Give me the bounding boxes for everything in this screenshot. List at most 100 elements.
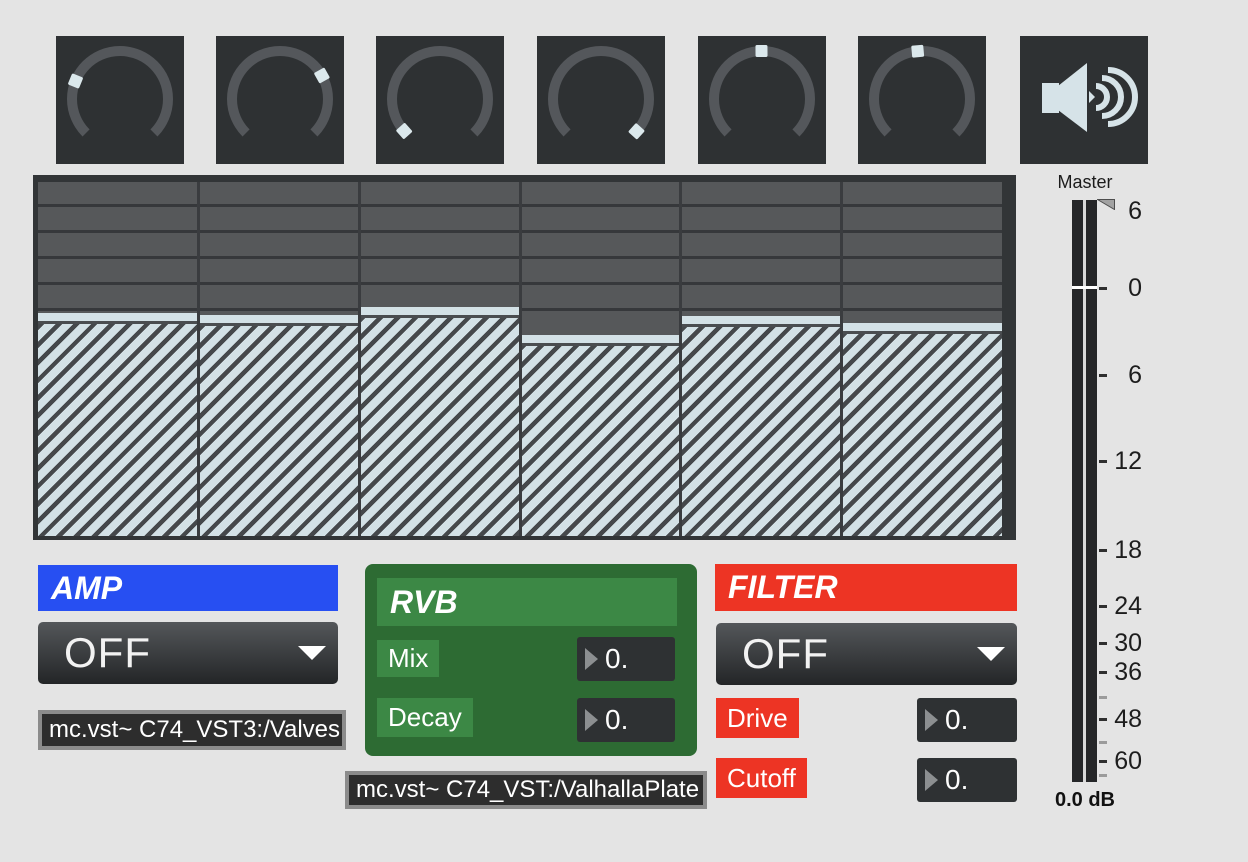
db-tick bbox=[1099, 671, 1107, 674]
db-tick bbox=[1099, 774, 1107, 777]
rvb-mix-numberbox[interactable]: 0. bbox=[577, 637, 675, 681]
multislider[interactable] bbox=[33, 175, 1016, 540]
multislider-divider bbox=[679, 182, 683, 536]
bar-hatch-fill bbox=[359, 318, 520, 536]
db-tick-label: 6 bbox=[1128, 361, 1142, 389]
db-tick-label: 48 bbox=[1114, 705, 1142, 733]
gain-knob-4[interactable] bbox=[537, 36, 665, 164]
bar-cap bbox=[680, 316, 842, 324]
rvb-mix-label: Mix bbox=[377, 640, 440, 677]
db-tick bbox=[1099, 605, 1107, 608]
chevron-down-icon bbox=[977, 647, 1005, 661]
bar-cap-line bbox=[680, 324, 842, 327]
multislider-track-area[interactable] bbox=[38, 182, 1002, 536]
bar-cap bbox=[38, 313, 199, 321]
master-db-readout: 0.0 dB bbox=[1054, 789, 1116, 811]
dial-icon bbox=[227, 46, 333, 137]
db-tick bbox=[1099, 287, 1107, 290]
gain-knob-5[interactable] bbox=[698, 36, 826, 164]
filter-dropdown-value: OFF bbox=[742, 630, 829, 677]
db-tick bbox=[1099, 460, 1107, 463]
amp-dropdown-value: OFF bbox=[64, 629, 151, 676]
filter-drive-label: Drive bbox=[716, 698, 799, 738]
db-tick-label: 60 bbox=[1114, 747, 1142, 775]
bar-cap bbox=[841, 323, 1002, 331]
db-tick-label: 6 bbox=[1128, 197, 1142, 225]
dial-icon bbox=[548, 46, 654, 140]
meter-bar-left bbox=[1072, 200, 1083, 782]
amp-preset-dropdown[interactable]: OFF bbox=[38, 622, 338, 684]
rvb-header: RVB bbox=[377, 578, 677, 626]
gain-knob-2[interactable] bbox=[216, 36, 344, 164]
db-tick-label: 24 bbox=[1114, 592, 1142, 620]
db-tick bbox=[1099, 642, 1107, 645]
multislider-divider bbox=[839, 182, 843, 536]
bar-hatch-fill bbox=[841, 334, 1002, 536]
dial-icon bbox=[709, 44, 815, 137]
gain-fader-handle[interactable] bbox=[1095, 197, 1115, 215]
bar-cap-line bbox=[520, 343, 681, 346]
amp-title: AMP bbox=[51, 569, 123, 606]
bar-cap bbox=[198, 315, 360, 323]
numberbox-triangle-icon bbox=[925, 709, 938, 731]
speaker-icon bbox=[1042, 63, 1138, 132]
rvb-decay-label: Decay bbox=[377, 698, 473, 737]
bar-cap-line bbox=[359, 315, 520, 318]
master-label: Master bbox=[1057, 172, 1113, 192]
meter-gap bbox=[1083, 200, 1086, 782]
numberbox-triangle-icon bbox=[585, 709, 598, 731]
filter-preset-dropdown[interactable]: OFF bbox=[716, 623, 1017, 685]
multislider-bar-5[interactable] bbox=[680, 316, 842, 536]
filter-header: FILTER bbox=[715, 564, 1017, 611]
db-tick bbox=[1099, 549, 1107, 552]
bar-hatch-fill bbox=[198, 326, 360, 536]
multislider-divider bbox=[357, 182, 361, 536]
gain-fader-line[interactable] bbox=[1072, 286, 1097, 289]
gain-knob-3[interactable] bbox=[376, 36, 504, 164]
chevron-down-icon bbox=[298, 646, 326, 660]
db-tick bbox=[1099, 374, 1107, 377]
amp-vst-object[interactable]: mc.vst~ C74_VST3:/Valves bbox=[38, 710, 346, 750]
db-tick-label: 18 bbox=[1114, 536, 1142, 564]
filter-cutoff-label: Cutoff bbox=[716, 758, 807, 798]
dial-icon bbox=[387, 46, 493, 139]
bar-cap-line bbox=[841, 331, 1002, 334]
numberbox-triangle-icon bbox=[585, 648, 598, 670]
multislider-bar-3[interactable] bbox=[359, 307, 520, 536]
rvb-title: RVB bbox=[390, 583, 458, 620]
db-tick bbox=[1099, 696, 1107, 699]
multislider-bar-6[interactable] bbox=[841, 323, 1002, 536]
meter-bar-right bbox=[1086, 200, 1097, 782]
rvb-decay-numberbox[interactable]: 0. bbox=[577, 698, 675, 742]
filter-title: FILTER bbox=[728, 569, 838, 605]
filter-cutoff-value: 0. bbox=[945, 764, 969, 795]
db-tick-label: 12 bbox=[1114, 447, 1142, 475]
db-tick bbox=[1099, 741, 1107, 744]
db-tick-label: 30 bbox=[1114, 629, 1142, 657]
multislider-divider bbox=[518, 182, 522, 536]
db-tick-label: 36 bbox=[1114, 658, 1142, 686]
filter-drive-value: 0. bbox=[945, 704, 969, 735]
gain-knob-6[interactable] bbox=[858, 36, 986, 164]
bar-cap-line bbox=[198, 323, 360, 326]
rvb-vst-object[interactable]: mc.vst~ C74_VST:/ValhallaPlate bbox=[345, 771, 707, 809]
bar-hatch-fill bbox=[680, 327, 842, 536]
multislider-divider bbox=[197, 182, 201, 536]
db-tick bbox=[1099, 760, 1107, 763]
db-tick bbox=[1099, 718, 1107, 721]
filter-cutoff-numberbox[interactable]: 0. bbox=[917, 758, 1017, 802]
multislider-bar-4[interactable] bbox=[520, 335, 681, 536]
multislider-bar-2[interactable] bbox=[198, 315, 360, 536]
bar-hatch-fill bbox=[38, 324, 199, 536]
gain-knob-1[interactable] bbox=[56, 36, 184, 164]
bar-hatch-fill bbox=[520, 346, 681, 536]
rvb-decay-value: 0. bbox=[605, 704, 629, 735]
rvb-mix-value: 0. bbox=[605, 643, 629, 674]
dial-icon bbox=[869, 44, 975, 137]
db-tick-label: 0 bbox=[1128, 274, 1142, 302]
numberbox-triangle-icon bbox=[925, 769, 938, 791]
multislider-bar-1[interactable] bbox=[38, 313, 199, 536]
filter-drive-numberbox[interactable]: 0. bbox=[917, 698, 1017, 742]
audio-toggle-button[interactable] bbox=[1020, 36, 1148, 164]
